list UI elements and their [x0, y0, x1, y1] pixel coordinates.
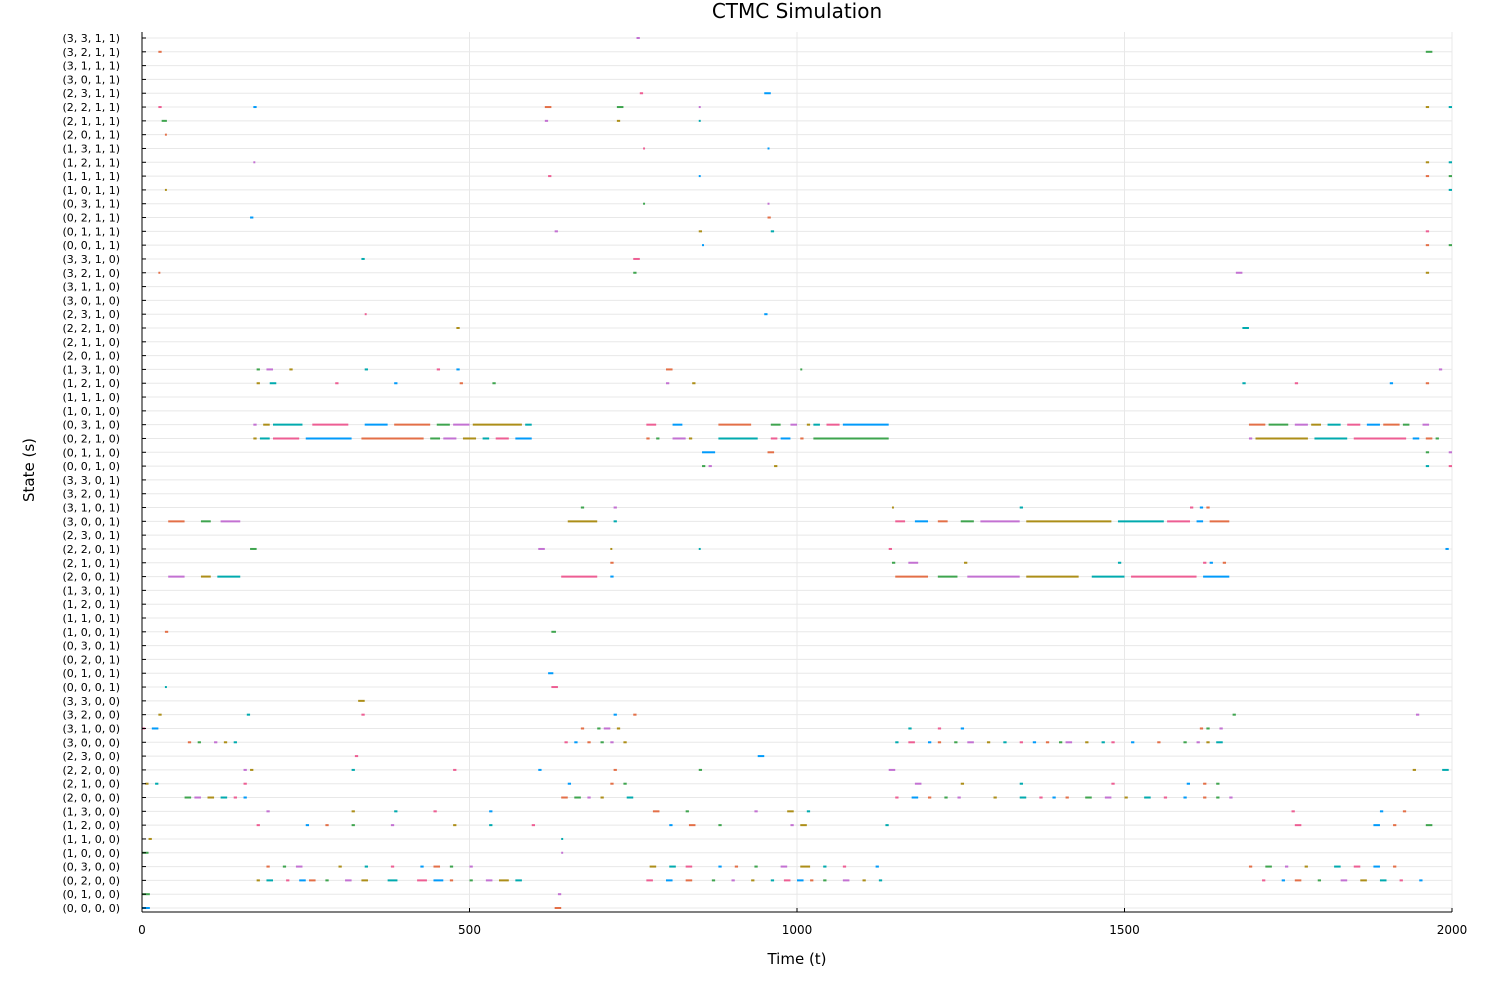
y-tick-label: (0, 0, 0, 1) — [62, 681, 120, 694]
y-tick-label: (3, 3, 1, 1) — [62, 32, 120, 45]
y-tick-label: (3, 0, 1, 1) — [62, 73, 120, 86]
x-axis-label: Time (t) — [766, 950, 826, 968]
y-tick-label: (2, 2, 0, 0) — [62, 764, 120, 777]
y-tick-label: (3, 1, 0, 0) — [62, 722, 120, 735]
x-tick-label: 1000 — [782, 923, 813, 937]
y-tick-label: (3, 2, 1, 1) — [62, 46, 120, 59]
y-tick-label: (1, 1, 0, 0) — [62, 833, 120, 846]
y-tick-label: (2, 3, 1, 0) — [62, 308, 120, 321]
y-tick-label: (2, 2, 1, 1) — [62, 101, 120, 114]
y-tick-label: (0, 3, 0, 0) — [62, 861, 120, 874]
y-tick-label: (3, 3, 1, 0) — [62, 253, 120, 266]
y-tick-label: (2, 1, 0, 0) — [62, 778, 120, 791]
y-tick-label: (0, 0, 1, 0) — [62, 460, 120, 473]
x-tick-label: 2000 — [1437, 923, 1468, 937]
y-tick-label: (3, 2, 0, 0) — [62, 709, 120, 722]
y-tick-label: (3, 0, 0, 0) — [62, 736, 120, 749]
y-tick-label: (2, 0, 0, 1) — [62, 571, 120, 584]
x-tick-label: 1500 — [1109, 923, 1140, 937]
y-tick-label: (0, 0, 0, 0) — [62, 902, 120, 915]
y-tick-label: (1, 3, 1, 0) — [62, 363, 120, 376]
y-tick-label: (2, 0, 0, 0) — [62, 792, 120, 805]
y-tick-label: (0, 2, 0, 1) — [62, 653, 120, 666]
y-tick-label: (2, 3, 0, 1) — [62, 529, 120, 542]
y-tick-label: (0, 2, 0, 0) — [62, 874, 120, 887]
chart-title: CTMC Simulation — [712, 0, 882, 23]
y-tick-label: (1, 0, 1, 1) — [62, 184, 120, 197]
y-tick-label: (1, 2, 0, 0) — [62, 819, 120, 832]
y-tick-label: (2, 3, 1, 1) — [62, 87, 120, 100]
y-tick-label: (3, 2, 0, 1) — [62, 488, 120, 501]
y-tick-label: (0, 1, 1, 1) — [62, 225, 120, 238]
y-tick-label: (3, 1, 1, 1) — [62, 60, 120, 73]
y-tick-label: (1, 3, 0, 0) — [62, 805, 120, 818]
y-tick-label: (0, 0, 1, 1) — [62, 239, 120, 252]
y-tick-label: (0, 2, 1, 0) — [62, 432, 120, 445]
y-tick-label: (2, 2, 1, 0) — [62, 322, 120, 335]
y-tick-label: (2, 3, 0, 0) — [62, 750, 120, 763]
y-tick-label: (0, 3, 0, 1) — [62, 640, 120, 653]
y-tick-label: (1, 3, 1, 1) — [62, 142, 120, 155]
y-tick-label: (3, 1, 0, 1) — [62, 502, 120, 515]
y-tick-label: (1, 0, 0, 1) — [62, 626, 120, 639]
y-tick-label: (3, 1, 1, 0) — [62, 281, 120, 294]
y-tick-label: (1, 1, 1, 0) — [62, 391, 120, 404]
y-tick-label: (0, 2, 1, 1) — [62, 212, 120, 225]
y-tick-label: (1, 2, 1, 1) — [62, 156, 120, 169]
axis-layer: (0, 0, 0, 0)(0, 1, 0, 0)(0, 2, 0, 0)(0, … — [62, 32, 1467, 937]
y-tick-label: (3, 0, 1, 0) — [62, 294, 120, 307]
y-tick-label: (3, 2, 1, 0) — [62, 267, 120, 280]
y-tick-label: (0, 1, 1, 0) — [62, 446, 120, 459]
x-tick-label: 0 — [138, 923, 146, 937]
y-tick-label: (2, 1, 0, 1) — [62, 557, 120, 570]
y-tick-label: (1, 1, 0, 1) — [62, 612, 120, 625]
y-tick-label: (2, 0, 1, 1) — [62, 129, 120, 142]
y-tick-label: (3, 0, 0, 1) — [62, 515, 120, 528]
y-tick-label: (1, 3, 0, 1) — [62, 584, 120, 597]
y-tick-label: (2, 0, 1, 0) — [62, 350, 120, 363]
y-tick-label: (0, 3, 1, 0) — [62, 419, 120, 432]
x-tick-label: 500 — [458, 923, 481, 937]
y-tick-label: (1, 0, 0, 0) — [62, 847, 120, 860]
marks-layer — [142, 37, 1452, 909]
y-tick-label: (3, 3, 0, 1) — [62, 474, 120, 487]
y-axis-label: State (s) — [20, 438, 38, 502]
y-tick-label: (0, 1, 0, 0) — [62, 888, 120, 901]
y-tick-label: (2, 1, 1, 0) — [62, 336, 120, 349]
y-tick-label: (3, 3, 0, 0) — [62, 695, 120, 708]
y-tick-label: (1, 2, 0, 1) — [62, 598, 120, 611]
y-tick-label: (1, 2, 1, 0) — [62, 377, 120, 390]
y-tick-label: (0, 3, 1, 1) — [62, 198, 120, 211]
y-tick-label: (1, 1, 1, 1) — [62, 170, 120, 183]
y-tick-label: (2, 1, 1, 1) — [62, 115, 120, 128]
y-tick-label: (0, 1, 0, 1) — [62, 667, 120, 680]
grid-layer — [141, 32, 1453, 912]
y-tick-label: (2, 2, 0, 1) — [62, 543, 120, 556]
y-tick-label: (1, 0, 1, 0) — [62, 405, 120, 418]
